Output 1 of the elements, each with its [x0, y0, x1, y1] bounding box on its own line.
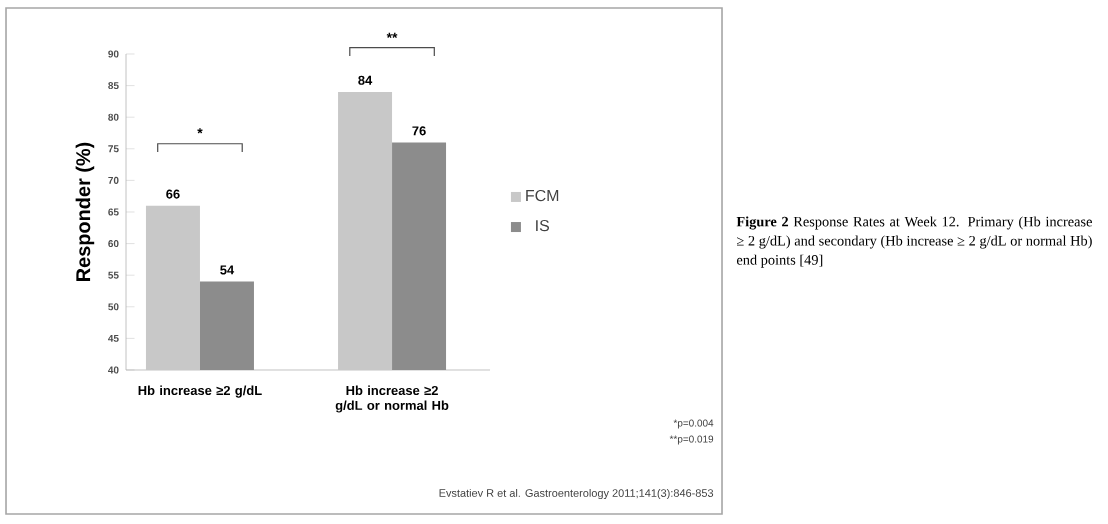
- y-axis-title: Responder (%): [75, 142, 95, 281]
